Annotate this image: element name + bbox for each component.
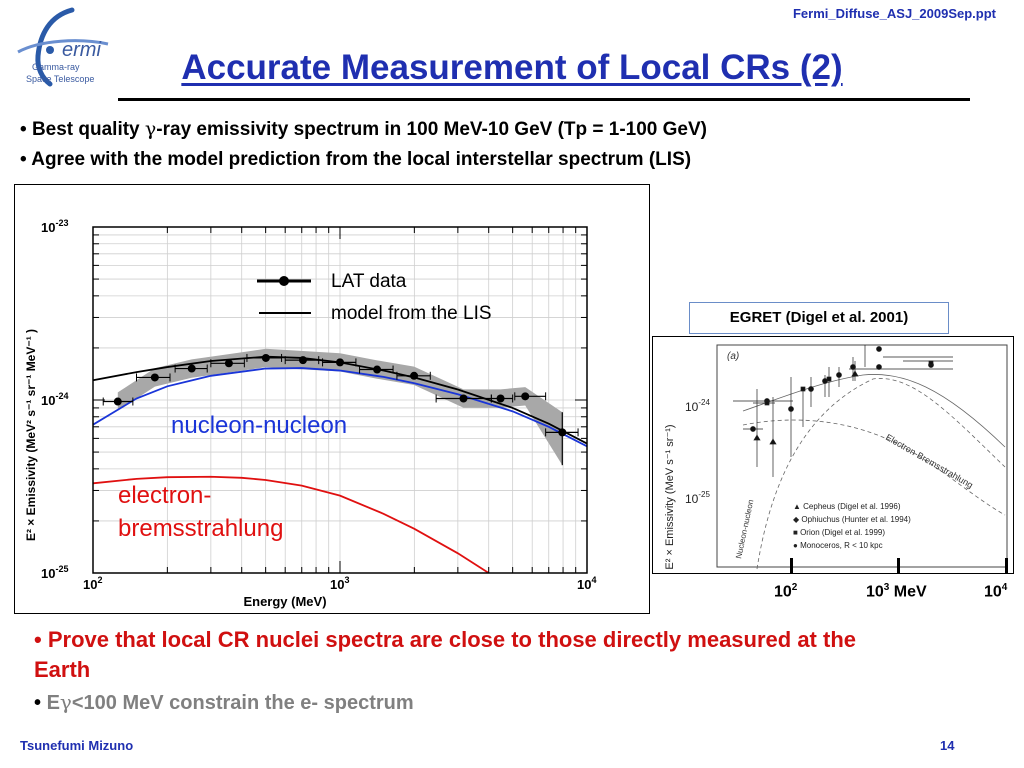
- chart-legend: LAT data model from the LIS: [257, 271, 492, 324]
- lat-data-points: [102, 353, 579, 466]
- x-tick-label: 102: [83, 575, 102, 592]
- data-point: [298, 356, 307, 365]
- data-point: [113, 397, 122, 406]
- egret-xtick-label-4: 104: [984, 582, 1008, 601]
- data-point: [521, 392, 530, 401]
- egret-y-axis-label: E² × Emissivity (MeV s⁻¹ sr⁻¹): [664, 424, 676, 569]
- egret-nn-label: Nucleon-nucleon: [734, 499, 755, 560]
- y-tick-label: 10-24: [41, 391, 68, 408]
- egret-nn-curve: [756, 378, 1006, 570]
- conclusion-gray-marker: •: [34, 692, 42, 714]
- chart-axes: [92, 226, 588, 574]
- fermi-logo: ermi Gamma-ray Space Telescope: [17, 7, 109, 87]
- bullet-1: • Best quality γ-ray emissivity spectrum…: [20, 118, 707, 141]
- egret-figure: (a) E² × Emissivity (MeV s⁻¹ sr⁻¹) 10-24…: [652, 336, 1014, 574]
- legend-model: model from the LIS: [331, 303, 492, 324]
- egret-brems-curve: [742, 419, 1006, 516]
- conclusion-red-text: Prove that local CR nuclei spectra are c…: [34, 627, 856, 682]
- conclusion-red-marker: •: [34, 627, 42, 652]
- y-tick-label: 10-25: [41, 564, 68, 581]
- data-point: [459, 394, 468, 403]
- bullet-2-text: Agree with the model prediction from the…: [31, 149, 692, 170]
- data-point: [150, 373, 159, 382]
- egret-curves: [742, 374, 1006, 570]
- egret-legend: ▲ Cepheus (Digel et al. 1996) ◆ Ophiuchu…: [793, 502, 911, 550]
- svg-text:▲ Cepheus (Digel et al. 1996): ▲ Cepheus (Digel et al. 1996): [793, 502, 901, 511]
- logo-line-1: Gamma-ray: [32, 62, 80, 72]
- bullet-2-marker: •: [20, 149, 27, 170]
- slide-title: Accurate Measurement of Local CRs (2): [181, 48, 843, 87]
- systematic-uncertainty-band: [117, 348, 563, 466]
- bullet-1-rest: -ray emissivity spectrum in 100 MeV-10 G…: [156, 119, 708, 140]
- page-number: 14: [940, 738, 955, 753]
- systematic-band: [117, 348, 563, 466]
- egret-xtick-label-2: 102: [774, 582, 798, 601]
- logo-wordmark: ermi: [62, 39, 101, 61]
- data-point: [496, 394, 505, 403]
- egret-ytick-25: 10-25: [685, 490, 710, 506]
- egret-source-label: EGRET (Digel et al. 2001): [689, 302, 949, 334]
- data-point: [224, 359, 233, 368]
- x-tick-label: 103: [330, 575, 349, 592]
- annotation-electron: electron-: [118, 482, 211, 509]
- bullet-2: • Agree with the model prediction from t…: [20, 149, 691, 171]
- fermi-logo-swoosh-icon: [17, 7, 109, 87]
- lat-emissivity-chart: 102 103 104 10-25 10-24 10-23 Energy (MeV) E²…: [24, 218, 596, 609]
- data-point: [373, 365, 382, 374]
- egret-brems-label: Electron-Bremsstrahlung: [884, 432, 975, 490]
- bullet-1-marker: •: [20, 119, 27, 140]
- conclusion-red: • Prove that local CR nuclei spectra are…: [34, 625, 914, 685]
- gamma-symbol: γ: [144, 118, 157, 140]
- gamma-symbol-2: γ: [59, 690, 72, 714]
- egret-emissivity-chart: (a) E² × Emissivity (MeV s⁻¹ sr⁻¹) 10-24…: [664, 344, 1008, 570]
- egret-plot-frame: [716, 344, 1008, 568]
- nucleon-nucleon-curve: [92, 367, 588, 448]
- conclusion-gray-rest: <100 MeV constrain the e- spectrum: [71, 692, 414, 714]
- data-point: [187, 364, 196, 373]
- file-reference: Fermi_Diffuse_ASJ_2009Sep.ppt: [792, 6, 996, 21]
- legend-lat-data: LAT data: [331, 271, 407, 292]
- egret-xtick-label-3: 103 MeV: [866, 582, 927, 601]
- y-tick-label: 10-23: [41, 218, 68, 235]
- footer-author: Tsunefumi Mizuno: [20, 738, 134, 753]
- conclusion-gray: • Eγ<100 MeV constrain the e- spectrum: [34, 690, 414, 715]
- egret-data-points: [733, 345, 953, 477]
- data-point: [558, 428, 567, 437]
- data-point: [410, 371, 419, 380]
- legend-data-marker: [279, 276, 289, 286]
- conclusion-gray-prefix: E: [46, 692, 60, 714]
- lat-emissivity-figure: 102 103 104 10-25 10-24 10-23 Energy (MeV) E²…: [14, 184, 650, 614]
- plot-frame: [92, 226, 588, 574]
- bullet-1-prefix: Best quality: [31, 119, 145, 140]
- svg-text:■ Orion (Digel et al. 1999): ■ Orion (Digel et al. 1999): [793, 528, 885, 537]
- logo-line-2: Space Telescope: [26, 74, 94, 84]
- annotation-nucleon-nucleon: nucleon-nucleon: [171, 412, 347, 439]
- egret-ytick-24: 10-24: [685, 398, 710, 414]
- egret-xtick-mark-4: [1005, 558, 1008, 574]
- svg-text:● Monoceros, R < 10 kpc: ● Monoceros, R < 10 kpc: [793, 541, 883, 550]
- data-point: [261, 353, 270, 362]
- egret-xtick-mark-3: [897, 558, 900, 574]
- electron-bremsstrahlung-curve: [92, 475, 490, 574]
- egret-xtick-mark-2: [790, 558, 793, 574]
- tick-labels: 102 103 104 10-25 10-24 10-23: [41, 218, 596, 592]
- annotation-bremsstrahlung: bremsstrahlung: [118, 515, 283, 542]
- x-tick-label: 104: [577, 575, 596, 592]
- egret-panel-label: (a): [727, 351, 739, 362]
- title-rule: [118, 98, 970, 101]
- x-axis-label: Energy (MeV): [243, 594, 326, 609]
- egret-total-curve: [742, 374, 1006, 448]
- data-point: [336, 358, 344, 367]
- svg-text:◆ Ophiuchus (Hunter et al. 199: ◆ Ophiuchus (Hunter et al. 1994): [793, 515, 911, 524]
- y-axis-label: E² × Emissivity (MeV² s⁻¹ sr⁻¹ MeV⁻¹ ): [24, 329, 38, 541]
